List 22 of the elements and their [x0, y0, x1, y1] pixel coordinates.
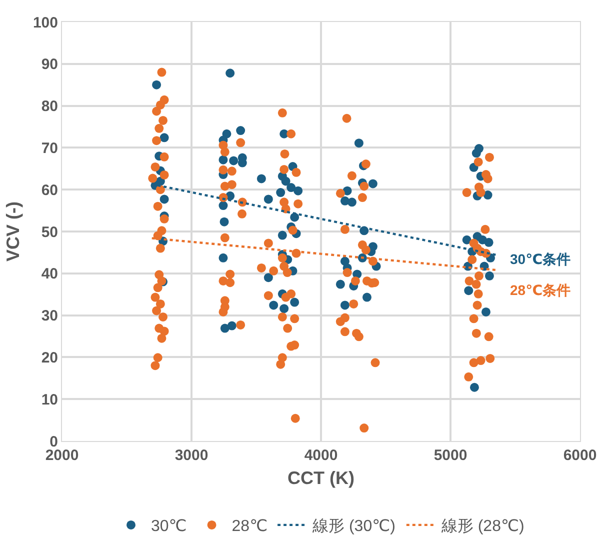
- x-tick-label: 5000: [434, 447, 468, 464]
- y-axis-title: VCV (-): [3, 202, 24, 262]
- y-tick-label: 50: [41, 224, 58, 241]
- y-tick-label: 70: [41, 140, 58, 157]
- annotation: 30℃条件: [510, 251, 571, 267]
- x-tick-label: 4000: [304, 447, 338, 464]
- y-tick-label: 40: [41, 266, 58, 283]
- legend-label: 線形 (28℃): [440, 518, 524, 536]
- x-tick-label: 6000: [563, 447, 597, 464]
- y-tick-label: 80: [41, 98, 58, 116]
- y-tick-label: 100: [32, 14, 58, 32]
- annotation: 28℃条件: [510, 282, 571, 298]
- legend-label: 28℃: [232, 518, 268, 536]
- x-tick-label: 3000: [174, 447, 208, 464]
- y-tick-label: 90: [41, 56, 58, 74]
- x-axis-title: CCT (K): [288, 468, 354, 488]
- y-tick-label: 30: [41, 308, 58, 325]
- legend-label: 30℃: [151, 518, 187, 536]
- y-tick-label: 20: [41, 349, 58, 366]
- legend-label: 線形 (30℃): [312, 518, 396, 536]
- y-tick-label: 10: [41, 391, 58, 408]
- y-tick-label: 60: [41, 182, 58, 199]
